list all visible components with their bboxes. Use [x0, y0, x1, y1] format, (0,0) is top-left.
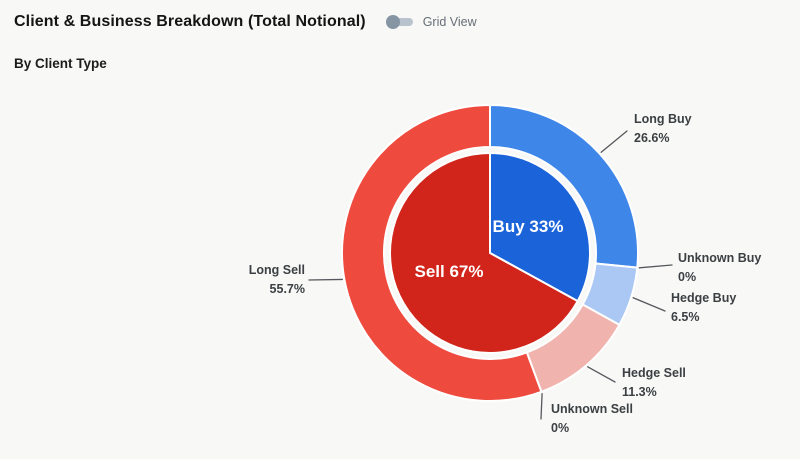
- leader-line-hedge-sell: [587, 366, 616, 383]
- grid-view-toggle[interactable]: Grid View: [385, 15, 477, 29]
- leader-line-unknown-sell: [540, 393, 543, 420]
- slice-label-buy: Buy 33%: [492, 217, 564, 236]
- leader-line-long-buy: [600, 130, 628, 153]
- pie-slice-buy[interactable]: [489, 152, 591, 303]
- slice-label-hedge-sell: Hedge Sell 11.3%: [622, 366, 686, 399]
- grid-view-label: Grid View: [422, 15, 477, 29]
- slice-label-long-sell: Long Sell 55.7%: [248, 263, 305, 296]
- pie-slice-sell[interactable]: [389, 152, 579, 354]
- slice-label-long-buy: Long Buy 26.6%: [634, 112, 692, 145]
- section-title: By Client Type: [14, 56, 107, 71]
- slice-label-unknown-buy: Unknown Buy 0%: [678, 251, 762, 284]
- slice-label-hedge-buy: Hedge Buy 6.5%: [671, 291, 737, 324]
- header: Client & Business Breakdown (Total Notio…: [0, 0, 800, 31]
- slice-label-sell: Sell 67%: [414, 262, 484, 281]
- toggle-switch-icon[interactable]: [385, 15, 413, 29]
- leader-line-long-sell: [308, 278, 344, 281]
- slice-label-unknown-sell: Unknown Sell 0%: [551, 402, 633, 435]
- toggle-knob[interactable]: [385, 15, 400, 29]
- page-title: Client & Business Breakdown (Total Notio…: [14, 13, 366, 30]
- donut-slice-long-sell[interactable]: [341, 104, 543, 402]
- leader-line-unknown-buy: [638, 264, 673, 269]
- leader-line-hedge-buy: [632, 297, 666, 312]
